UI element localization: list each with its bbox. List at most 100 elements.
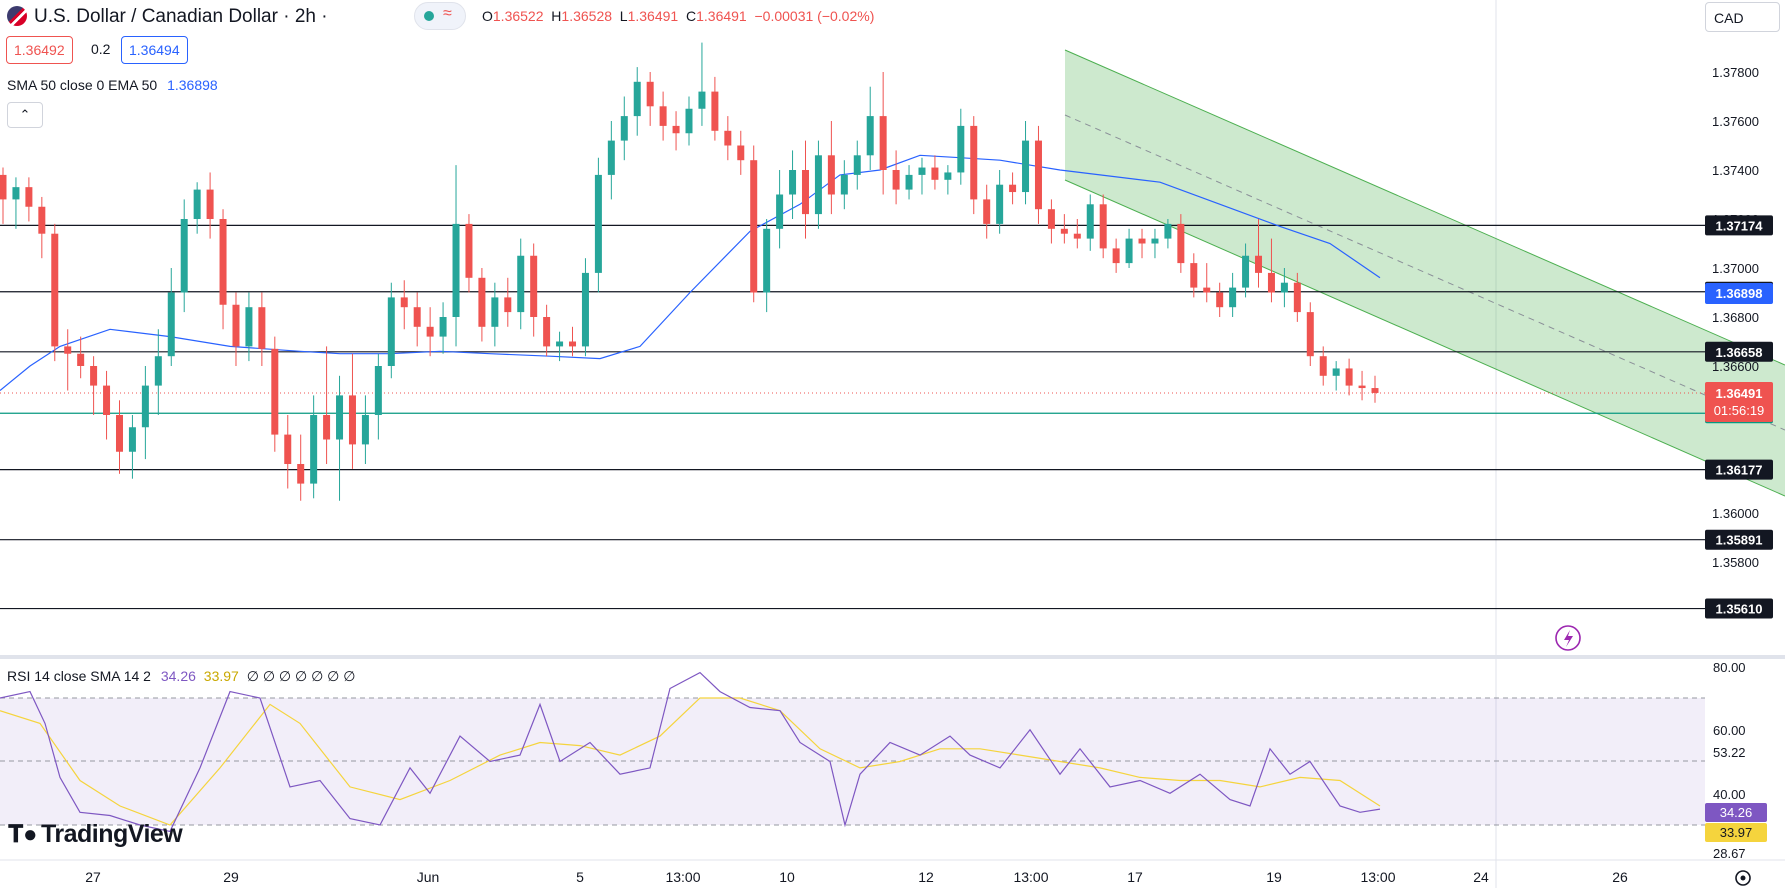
- candle-body[interactable]: [879, 116, 887, 170]
- candle-body[interactable]: [866, 116, 874, 156]
- candle-body[interactable]: [128, 427, 136, 452]
- candle-body[interactable]: [51, 233, 59, 347]
- buy-price-button[interactable]: 1.36494: [121, 36, 188, 64]
- candle-body[interactable]: [1345, 368, 1353, 386]
- candle-body[interactable]: [1034, 140, 1042, 210]
- candle-body[interactable]: [12, 187, 20, 200]
- candle-body[interactable]: [957, 125, 965, 173]
- gear-icon[interactable]: [1735, 870, 1751, 886]
- candle-body[interactable]: [478, 277, 486, 327]
- currency-selector[interactable]: CAD: [1705, 2, 1780, 32]
- time-axis-ticks[interactable]: 27 29 Jun 5 13:00 10 12 13:00 17 19 13:00 24 26: [85, 869, 1628, 885]
- candle-body[interactable]: [413, 307, 421, 327]
- candle-body[interactable]: [1293, 282, 1301, 313]
- tradingview-logo[interactable]: 𝐓● TradingView: [8, 820, 183, 849]
- candle-body[interactable]: [918, 167, 926, 175]
- candle-body[interactable]: [336, 395, 344, 440]
- candle-body[interactable]: [0, 174, 7, 200]
- candle-body[interactable]: [439, 317, 447, 337]
- candle-body[interactable]: [400, 297, 408, 308]
- candle-body[interactable]: [983, 199, 991, 224]
- candle-body[interactable]: [193, 189, 201, 219]
- candle-body[interactable]: [1216, 292, 1224, 308]
- candle-body[interactable]: [1099, 204, 1107, 249]
- candle-body[interactable]: [970, 125, 978, 200]
- candle-body[interactable]: [426, 326, 434, 337]
- candle-body[interactable]: [271, 348, 279, 435]
- candle-body[interactable]: [556, 341, 564, 347]
- candle-body[interactable]: [659, 106, 667, 126]
- candle-body[interactable]: [167, 292, 175, 357]
- candle-body[interactable]: [232, 304, 240, 347]
- candle-body[interactable]: [1112, 248, 1120, 264]
- candle-body[interactable]: [543, 317, 551, 347]
- candle-body[interactable]: [206, 189, 214, 219]
- channel-upper-line[interactable]: [1064, 49, 1785, 366]
- candle-body[interactable]: [1125, 238, 1133, 264]
- rsi-legend[interactable]: RSI 14 close SMA 14 2 34.26 33.97 ∅ ∅ ∅ …: [7, 668, 355, 685]
- candle-body[interactable]: [77, 353, 85, 366]
- candle-body[interactable]: [1177, 223, 1185, 264]
- ema-legend[interactable]: SMA 50 close 0 EMA 50 1.36898: [7, 77, 218, 93]
- candle-body[interactable]: [698, 91, 706, 109]
- candle-body[interactable]: [944, 172, 952, 180]
- candle-body[interactable]: [737, 145, 745, 161]
- candle-body[interactable]: [1073, 233, 1081, 239]
- candle-body[interactable]: [504, 297, 512, 313]
- candle-body[interactable]: [892, 170, 900, 190]
- sell-price-button[interactable]: 1.36492: [6, 36, 73, 64]
- candle-body[interactable]: [115, 415, 123, 452]
- collapse-legend-button[interactable]: ⌃: [7, 102, 43, 128]
- candle-body[interactable]: [1190, 263, 1198, 288]
- candle-body[interactable]: [1267, 272, 1275, 293]
- candle-body[interactable]: [789, 170, 797, 195]
- candle-body[interactable]: [594, 174, 602, 273]
- candle-body[interactable]: [1255, 255, 1263, 273]
- candle-body[interactable]: [620, 116, 628, 141]
- candle-body[interactable]: [711, 91, 719, 131]
- candle-body[interactable]: [685, 108, 693, 134]
- rsi-line[interactable]: [0, 671, 1381, 833]
- candle-body[interactable]: [607, 140, 615, 175]
- candle-body[interactable]: [569, 341, 577, 347]
- candle-body[interactable]: [517, 255, 525, 313]
- candle-body[interactable]: [1086, 204, 1094, 239]
- descending-channel-fill[interactable]: [1065, 50, 1785, 496]
- candle-body[interactable]: [1138, 238, 1146, 244]
- candle-body[interactable]: [374, 366, 382, 415]
- candle-body[interactable]: [38, 206, 46, 234]
- candle-body[interactable]: [1319, 356, 1327, 376]
- candle-body[interactable]: [141, 385, 149, 428]
- channel-lower-line[interactable]: [1064, 179, 1785, 497]
- candle-body[interactable]: [1306, 312, 1314, 357]
- candle-body[interactable]: [827, 155, 835, 195]
- candle-body[interactable]: [905, 174, 913, 190]
- candle-body[interactable]: [1203, 287, 1211, 293]
- ema-50-line[interactable]: [0, 154, 1381, 391]
- candle-body[interactable]: [1332, 368, 1340, 376]
- candle-body[interactable]: [284, 434, 292, 464]
- candle-body[interactable]: [491, 297, 499, 327]
- candle-body[interactable]: [853, 155, 861, 175]
- candle-body[interactable]: [1371, 388, 1379, 393]
- candle-body[interactable]: [103, 385, 111, 415]
- candle-body[interactable]: [1242, 255, 1250, 288]
- candle-body[interactable]: [1047, 209, 1055, 229]
- candle-body[interactable]: [672, 125, 680, 134]
- candle-body[interactable]: [219, 219, 227, 305]
- candle-body[interactable]: [1229, 287, 1237, 308]
- candle-body[interactable]: [724, 130, 732, 146]
- candle-body[interactable]: [154, 356, 162, 386]
- candle-body[interactable]: [646, 81, 654, 107]
- candle-body[interactable]: [996, 184, 1004, 224]
- candle-body[interactable]: [258, 307, 266, 349]
- rsi-sma-line[interactable]: [0, 697, 1381, 826]
- candle-body[interactable]: [452, 223, 460, 317]
- candle-body[interactable]: [387, 297, 395, 366]
- candle-body[interactable]: [530, 255, 538, 317]
- candle-body[interactable]: [581, 272, 589, 347]
- candle-body[interactable]: [840, 174, 848, 195]
- candle-body[interactable]: [25, 187, 33, 207]
- candle-body[interactable]: [1280, 282, 1288, 293]
- candle-body[interactable]: [1009, 184, 1017, 193]
